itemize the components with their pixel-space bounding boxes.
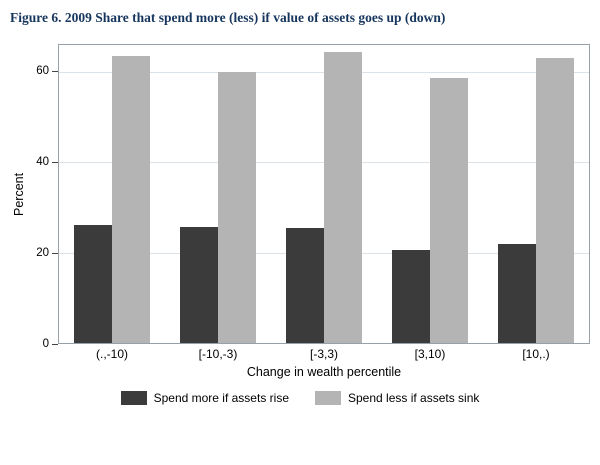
y-tick-label: 60: [36, 65, 49, 78]
bar-group: [497, 45, 575, 343]
bar: [430, 78, 468, 343]
y-tick-label: 20: [36, 247, 49, 260]
bar: [180, 226, 218, 343]
legend: Spend more if assets rise Spend less if a…: [10, 391, 590, 405]
legend-label: Spend more if assets rise: [153, 391, 289, 405]
chart-main: Percent 0 20 40 60 (.,-10) [-10,-3) [-3,3) [3,…: [10, 44, 590, 379]
bar: [498, 243, 536, 343]
y-tick-label: 0: [42, 338, 49, 350]
bar: [218, 72, 256, 343]
x-tick-label: [-10,-3): [198, 347, 238, 361]
legend-entry: Spend more if assets rise: [120, 391, 289, 405]
figure-title: Figure 6. 2009 Share that spend more (le…: [10, 10, 446, 25]
bar-group: [179, 45, 257, 343]
y-tick-mark: [52, 161, 58, 163]
legend-entry: Spend less if assets sink: [315, 391, 479, 405]
bar: [392, 250, 430, 343]
x-tick-label: [10,.): [522, 347, 550, 361]
bar: [324, 51, 362, 343]
x-tick-label: [-3,3): [309, 347, 338, 361]
y-axis-label: Percent: [12, 172, 26, 216]
y-tick-mark: [52, 70, 58, 72]
bar: [536, 57, 574, 343]
x-tick-label: [3,10): [414, 347, 446, 361]
bar: [74, 224, 112, 343]
bar-group: [391, 45, 469, 343]
bar-group: [285, 45, 363, 343]
bar-chart: Percent 0 20 40 60 (.,-10) [-10,-3) [-3,3) [3,…: [10, 44, 590, 405]
y-tick-mark: [52, 343, 58, 345]
y-tick-mark: [52, 252, 58, 254]
x-axis-label: Change in wealth percentile: [246, 365, 402, 379]
legend-swatch: [315, 391, 341, 405]
y-tick-label: 40: [36, 156, 49, 169]
legend-swatch: [120, 391, 147, 405]
bars-area: [59, 45, 589, 343]
bar-group: [73, 45, 151, 343]
bar: [286, 228, 324, 343]
plot-column: (.,-10) [-10,-3) [-3,3) [3,10) [10,.) Change…: [58, 44, 590, 379]
x-tick-label: (.,-10): [95, 347, 128, 361]
plot-area: [58, 44, 590, 344]
x-axis: (.,-10) [-10,-3) [-3,3) [3,10) [10,.): [58, 344, 590, 361]
y-axis: 0 20 40 60: [28, 44, 58, 350]
legend-label: Spend less if assets sink: [348, 391, 480, 405]
bar: [112, 56, 150, 343]
